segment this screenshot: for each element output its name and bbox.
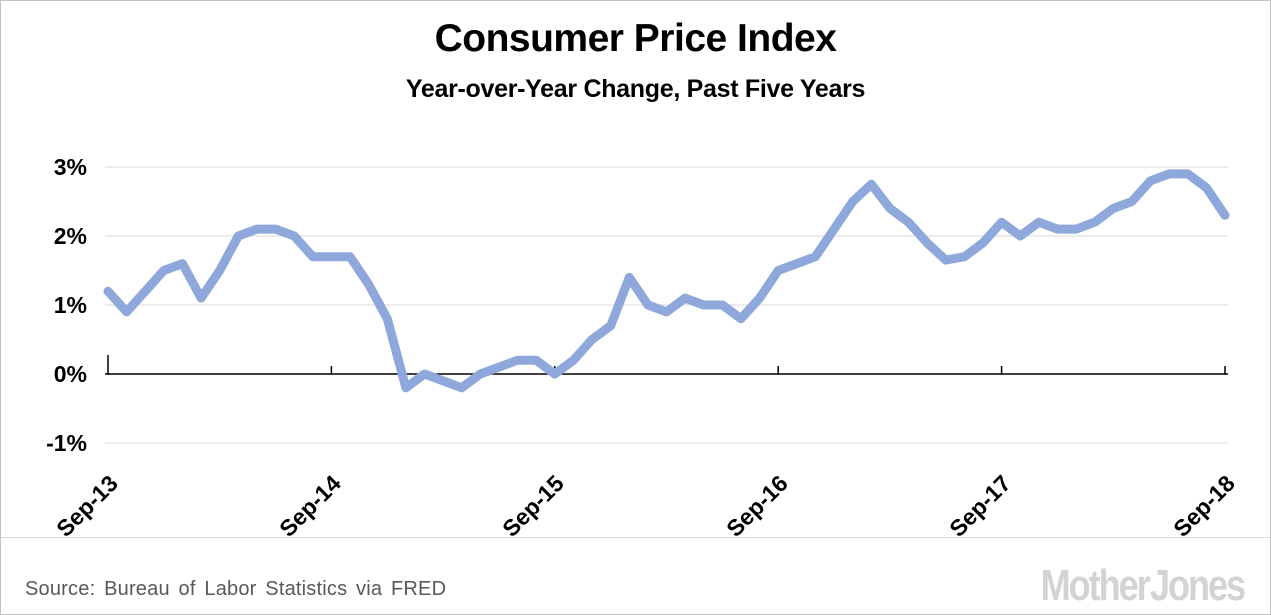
cpi-series-line <box>103 169 1230 393</box>
y-tick-label: 3% <box>53 154 87 180</box>
y-tick-label: 2% <box>53 223 87 249</box>
y-tick-label: 0% <box>53 361 87 387</box>
footer-divider <box>1 537 1270 538</box>
source-credit: Source: Bureau of Labor Statistics via F… <box>25 578 447 600</box>
motherjones-logo: Mother Jones <box>1040 561 1246 610</box>
y-tick-label: 1% <box>53 292 87 318</box>
chart-subtitle: Year-over-Year Change, Past Five Years <box>405 75 866 103</box>
chart-title: Consumer Price Index <box>434 17 837 60</box>
y-tick-label: -1% <box>46 430 87 456</box>
